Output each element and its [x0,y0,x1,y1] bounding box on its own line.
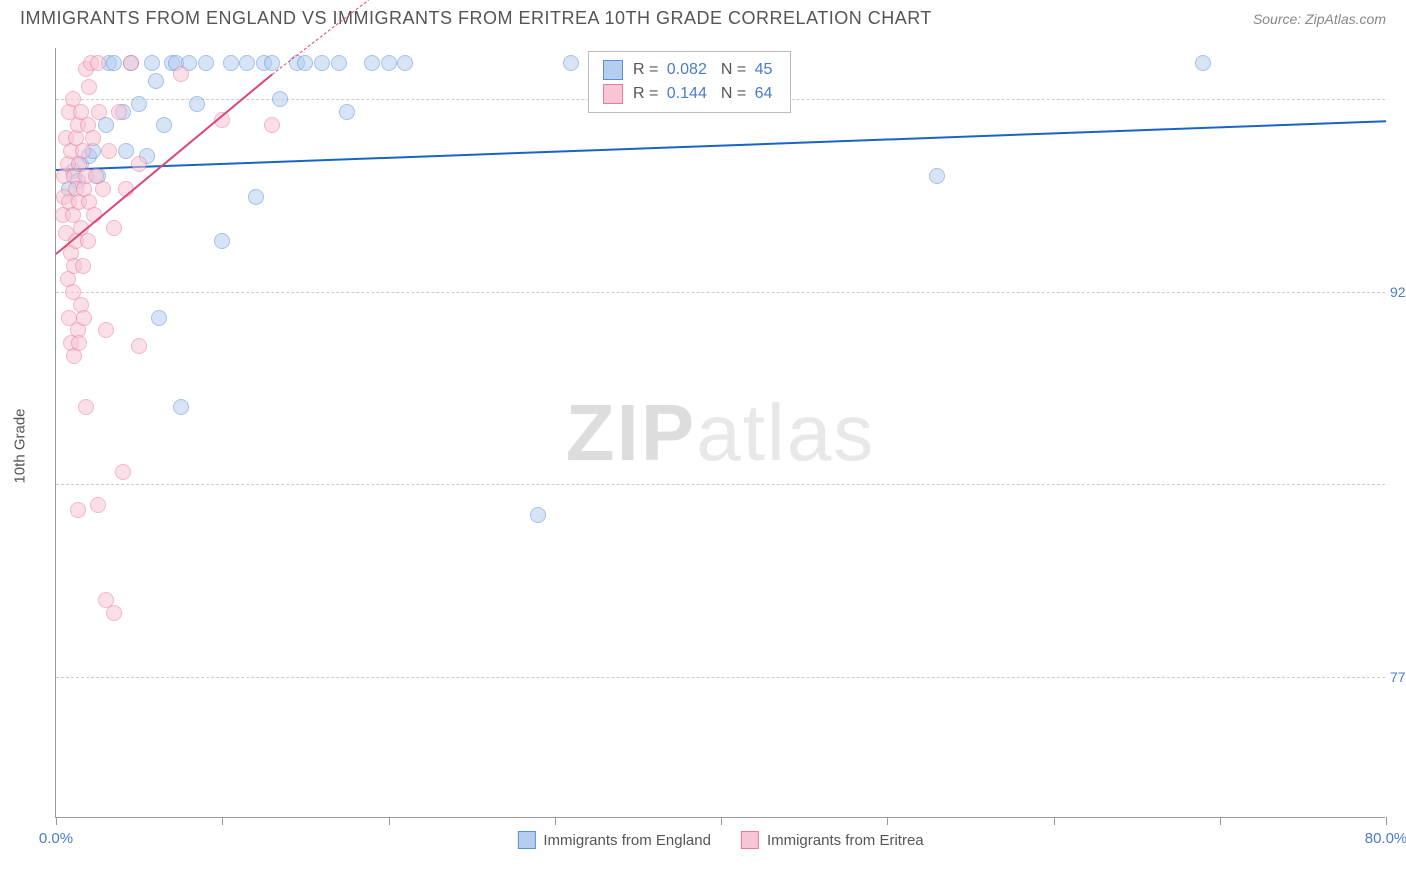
gridline [56,484,1385,485]
data-point [148,73,164,89]
x-tick [887,817,888,825]
stats-row: R = 0.082 N = 45 [603,58,776,82]
data-point [123,55,139,71]
series-swatch [741,831,759,849]
data-point [131,156,147,172]
data-point [364,55,380,71]
bottom-legend: Immigrants from England Immigrants from E… [517,831,923,849]
x-tick-label: 80.0% [1365,830,1406,847]
data-point [223,55,239,71]
data-point [106,605,122,621]
chart-title: IMMIGRANTS FROM ENGLAND VS IMMIGRANTS FR… [20,8,932,29]
data-point [70,502,86,518]
y-axis-title: 10th Grade [12,408,29,483]
x-tick [222,817,223,825]
data-point [381,55,397,71]
data-point [331,55,347,71]
data-point [98,322,114,338]
x-tick [56,817,57,825]
data-point [144,55,160,71]
data-point [85,130,101,146]
data-point [106,55,122,71]
legend-label: Immigrants from Eritrea [767,832,924,849]
data-point [131,96,147,112]
scatter-chart: ZIPatlas 77.5%92.5%0.0%80.0%R = 0.082N =… [55,48,1385,818]
data-point [1195,55,1211,71]
data-point [131,338,147,354]
x-tick-label: 0.0% [39,830,73,847]
stat-n-label: N = 64 [721,85,777,103]
x-tick [389,817,390,825]
data-point [239,55,255,71]
data-point [80,233,96,249]
y-tick-label: 92.5% [1390,284,1406,300]
x-tick [1220,817,1221,825]
data-point [397,55,413,71]
data-point [314,55,330,71]
data-point [95,181,111,197]
series-swatch [603,84,623,104]
gridline [56,677,1385,678]
data-point [151,310,167,326]
data-point [189,96,205,112]
data-point [248,189,264,205]
data-point [90,55,106,71]
stats-row: R = 0.144 N = 64 [603,82,776,106]
data-point [75,258,91,274]
data-point [297,55,313,71]
data-point [81,79,97,95]
data-point [173,399,189,415]
legend-item: Immigrants from Eritrea [741,831,924,849]
series-swatch [517,831,535,849]
stat-r-label: R = 0.082 [633,61,711,79]
legend-label: Immigrants from England [543,832,711,849]
legend-item: Immigrants from England [517,831,711,849]
data-point [115,464,131,480]
stat-n-label: N = 45 [721,61,777,79]
data-point [90,497,106,513]
data-point [173,66,189,82]
x-tick [721,817,722,825]
data-point [264,117,280,133]
series-swatch [603,60,623,80]
gridline [56,292,1385,293]
data-point [106,220,122,236]
data-point [339,104,355,120]
x-tick [1054,817,1055,825]
data-point [214,233,230,249]
y-tick-label: 77.5% [1390,669,1406,685]
data-point [118,143,134,159]
data-point [530,507,546,523]
data-point [272,91,288,107]
stat-r-label: R = 0.144 [633,85,711,103]
data-point [71,335,87,351]
x-tick [1386,817,1387,825]
data-point [91,104,107,120]
data-point [156,117,172,133]
data-point [563,55,579,71]
stats-legend: R = 0.082 N = 45 R = 0.144 N = 64 [588,51,791,113]
watermark: ZIPatlas [566,387,875,479]
x-tick [555,817,556,825]
data-point [198,55,214,71]
data-point [76,310,92,326]
source-label: Source: ZipAtlas.com [1253,11,1386,27]
data-point [101,143,117,159]
data-point [929,168,945,184]
trend-line [56,120,1386,171]
data-point [78,399,94,415]
data-point [111,104,127,120]
